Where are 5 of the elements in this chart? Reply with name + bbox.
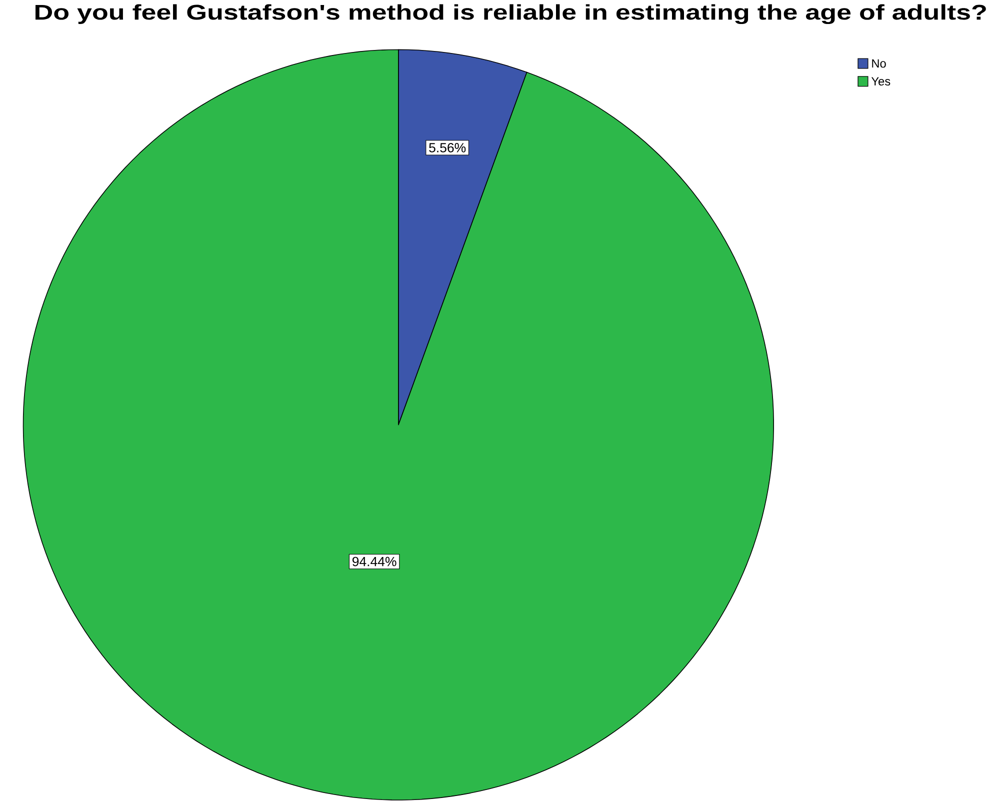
- data-label: 94.44%: [352, 556, 396, 566]
- legend-label: No: [872, 59, 886, 68]
- chart-title: Do you feel Gustafson's method is reliable in estimating the age of adults?: [36, 4, 986, 24]
- data-label: 5.56%: [429, 143, 466, 152]
- legend-label: Yes: [871, 77, 890, 86]
